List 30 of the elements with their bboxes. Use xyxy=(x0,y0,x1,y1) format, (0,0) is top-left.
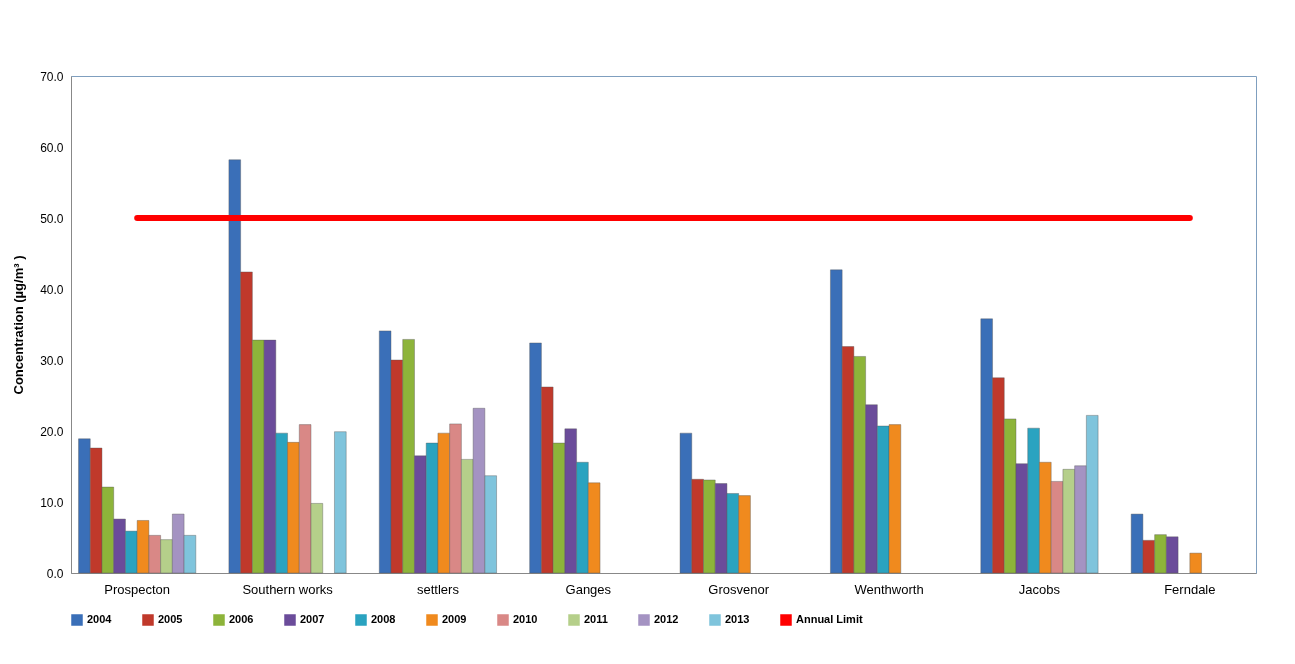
x-tick-label: Southern works xyxy=(242,581,334,597)
legend-label: 2007 xyxy=(300,613,325,625)
legend-label: 2006 xyxy=(229,613,254,625)
y-tick-label: 60.0 xyxy=(40,140,64,155)
y-tick-label: 30.0 xyxy=(40,353,64,368)
legend-label: 2004 xyxy=(87,613,113,625)
x-tick-label: Prospecton xyxy=(104,581,171,597)
y-tick-label: 10.0 xyxy=(40,495,64,510)
x-tick-label: Grosvenor xyxy=(708,581,770,597)
legend-label: 2011 xyxy=(584,613,608,625)
legend-label: 2009 xyxy=(442,613,467,625)
legend-label: Annual Limit xyxy=(796,613,863,625)
legend-label: 2012 xyxy=(654,613,679,625)
legend-label: 2013 xyxy=(725,613,750,625)
legend-label: 2008 xyxy=(371,613,396,625)
y-tick-label: 0.0 xyxy=(46,566,64,581)
y-tick-label: 20.0 xyxy=(40,424,64,439)
bar xyxy=(334,431,347,574)
bar xyxy=(1189,552,1202,574)
x-tick-label: Ferndale xyxy=(1164,581,1216,597)
y-tick-label: 40.0 xyxy=(40,282,64,297)
x-tick-label: Jacobs xyxy=(1018,581,1061,597)
y-tick-label: 50.0 xyxy=(40,211,64,226)
x-tick-label: Ganges xyxy=(565,581,612,597)
x-tick-label: settlers xyxy=(416,581,460,597)
legend-label: 2010 xyxy=(513,613,538,625)
legend-label: 2005 xyxy=(158,613,183,625)
y-tick-label: 70.0 xyxy=(40,69,64,84)
x-tick-label: Wenthworth xyxy=(854,581,924,597)
y-axis-title: Concentration (µg/m³ ) xyxy=(11,255,27,395)
